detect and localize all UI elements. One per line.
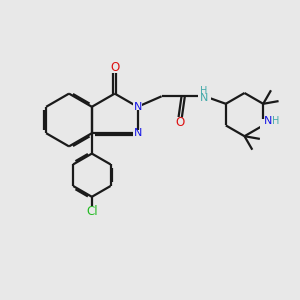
Text: N: N (134, 102, 142, 112)
Text: H: H (200, 86, 207, 96)
Text: H: H (272, 116, 279, 126)
Bar (133, 103, 142, 110)
Text: N: N (134, 128, 142, 138)
Bar (86, 207, 98, 215)
Bar (110, 64, 119, 71)
Bar (133, 130, 142, 137)
Text: N: N (200, 93, 208, 103)
Bar (199, 90, 211, 102)
Bar (260, 119, 272, 131)
Text: Cl: Cl (86, 205, 98, 218)
Text: O: O (176, 116, 185, 129)
Text: O: O (110, 61, 119, 74)
Bar (176, 119, 185, 126)
Text: N: N (264, 116, 272, 126)
